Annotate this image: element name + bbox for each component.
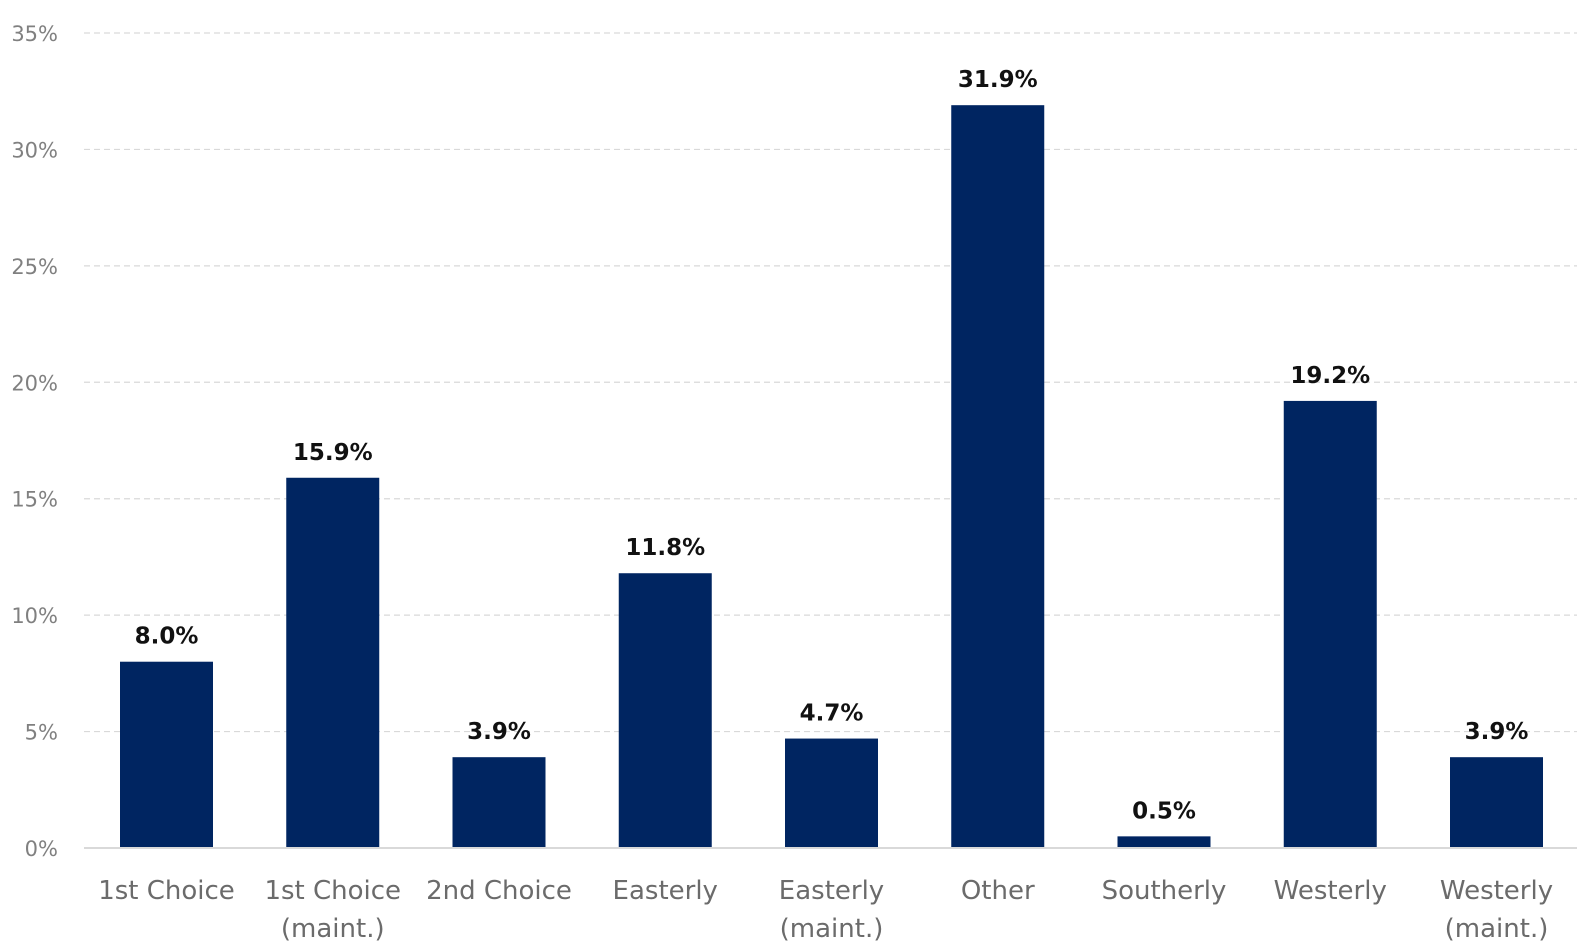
x-tick-label: Other	[961, 876, 1035, 906]
data-label: 31.9%	[958, 67, 1038, 93]
y-axis-ticks: 0% 5% 10% 15% 20% 25% 30% 35%	[11, 22, 58, 861]
x-tick-label: 1st Choice	[264, 876, 401, 906]
data-labels: 8.0% 15.9% 3.9% 11.8% 4.7% 31.9% 0.5% 19.2% 3.9%	[135, 67, 1529, 824]
y-tick-label: 25%	[11, 255, 58, 279]
y-tick-label: 30%	[11, 138, 58, 162]
bar	[1283, 400, 1377, 848]
data-label: 15.9%	[293, 440, 373, 466]
x-tick-label: Southerly	[1102, 876, 1227, 906]
x-tick-label: (maint.)	[281, 914, 385, 944]
x-tick-label: Easterly	[779, 876, 884, 906]
data-label: 4.7%	[800, 701, 864, 727]
data-label: 19.2%	[1290, 363, 1370, 389]
bar	[618, 573, 712, 848]
y-tick-label: 0%	[25, 837, 58, 861]
y-tick-label: 15%	[11, 488, 58, 512]
data-label: 0.5%	[1132, 798, 1196, 824]
bar	[286, 477, 380, 848]
bar	[452, 757, 546, 848]
y-tick-label: 5%	[25, 721, 58, 745]
x-tick-label: (maint.)	[1445, 914, 1549, 944]
bar	[1117, 836, 1211, 848]
y-tick-label: 20%	[11, 371, 58, 395]
x-tick-label: (maint.)	[780, 914, 884, 944]
data-label: 8.0%	[135, 624, 199, 650]
bar	[785, 738, 878, 848]
data-label: 3.9%	[1465, 719, 1529, 745]
x-tick-label: 1st Choice	[98, 876, 235, 906]
bar	[120, 661, 213, 848]
bar	[1450, 757, 1543, 848]
y-tick-label: 35%	[11, 22, 58, 46]
x-tick-label: Westerly	[1440, 876, 1553, 906]
bars	[120, 105, 1543, 848]
bar	[951, 105, 1045, 848]
x-axis-categories: 1st Choice 1st Choice (maint.) 2nd Choice Ea…	[98, 876, 1553, 944]
x-tick-label: Westerly	[1274, 876, 1387, 906]
x-tick-label: Easterly	[613, 876, 718, 906]
data-label: 3.9%	[467, 719, 531, 745]
x-tick-label: 2nd Choice	[426, 876, 572, 906]
data-label: 11.8%	[625, 535, 705, 561]
y-tick-label: 10%	[11, 604, 58, 628]
